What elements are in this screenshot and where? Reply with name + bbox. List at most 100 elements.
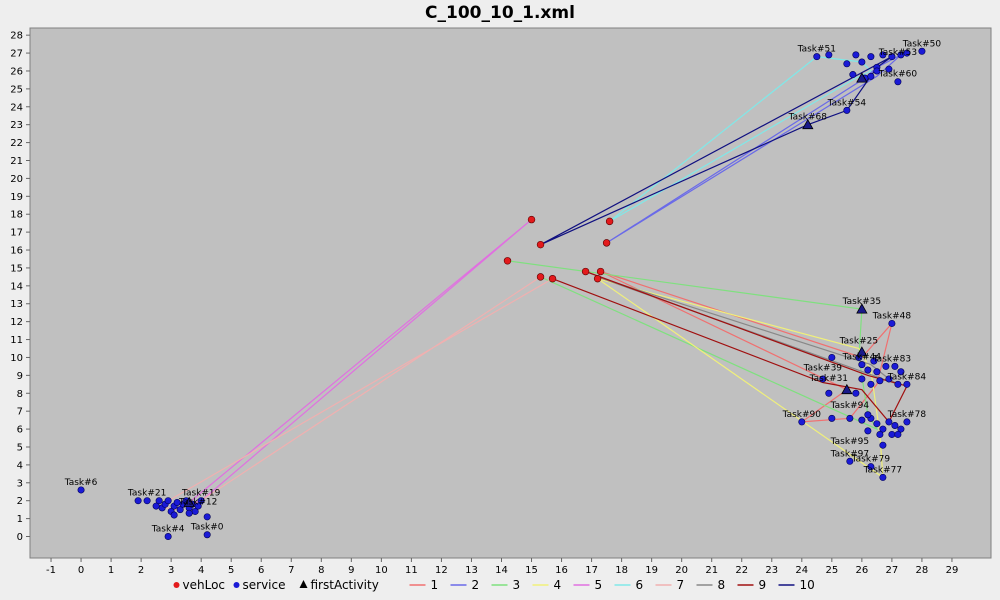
y-tick-label: 4 bbox=[17, 460, 23, 471]
legend-route-4-label: 4 bbox=[554, 578, 562, 592]
service-point bbox=[867, 463, 875, 471]
legend-service-marker bbox=[233, 582, 240, 588]
y-tick-label: 27 bbox=[10, 49, 23, 60]
service-point bbox=[879, 473, 887, 481]
y-tick-label: 28 bbox=[10, 31, 23, 42]
service-point bbox=[903, 418, 911, 426]
x-tick-label: 17 bbox=[585, 565, 598, 576]
x-tick-label: 21 bbox=[705, 565, 718, 576]
x-tick-label: 13 bbox=[465, 565, 478, 576]
chart-title: C_100_10_1.xml bbox=[425, 3, 575, 23]
vehicle-location-point bbox=[527, 215, 536, 224]
service-point bbox=[894, 380, 902, 388]
task-label: Task#60 bbox=[878, 70, 918, 80]
y-tick-label: 21 bbox=[10, 156, 23, 167]
route-2-line bbox=[606, 54, 902, 244]
task-label: Task#84 bbox=[887, 372, 927, 382]
service-point bbox=[888, 430, 896, 438]
service-point bbox=[846, 414, 854, 422]
service-point bbox=[825, 389, 833, 397]
task-label: Task#44 bbox=[842, 353, 882, 363]
x-tick-label: 25 bbox=[825, 565, 838, 576]
service-point bbox=[858, 58, 866, 66]
vehicle-location-point bbox=[605, 217, 614, 226]
route-10-line bbox=[540, 56, 893, 246]
legend-route-1-label: 1 bbox=[431, 578, 439, 592]
y-tick-label: 10 bbox=[10, 353, 23, 364]
legend-route-6-label: 6 bbox=[636, 578, 644, 592]
service-point bbox=[143, 497, 151, 505]
y-tick-label: 6 bbox=[17, 425, 23, 436]
y-tick-label: 2 bbox=[17, 496, 23, 507]
service-point bbox=[843, 106, 851, 114]
axis-ticks: -1 0 1 2 3 4 5 6 7 8 9 10 11 12 13 14 15 16 17 18 19 20 21 22 23… bbox=[10, 31, 958, 576]
legend-route-10-label: 10 bbox=[800, 578, 815, 592]
y-tick-label: 0 bbox=[17, 532, 23, 543]
service-point bbox=[849, 71, 857, 79]
task-label: Task#83 bbox=[872, 354, 911, 364]
service-point bbox=[867, 380, 875, 388]
x-tick-label: 14 bbox=[495, 565, 508, 576]
x-tick-label: 6 bbox=[258, 565, 264, 576]
y-tick-label: 16 bbox=[10, 246, 23, 257]
y-tick-label: 20 bbox=[10, 174, 23, 185]
x-tick-label: -1 bbox=[46, 565, 56, 576]
x-tick-label: 24 bbox=[795, 565, 808, 576]
service-point bbox=[870, 357, 878, 365]
task-label: Task#77 bbox=[863, 465, 902, 475]
service-point bbox=[828, 353, 836, 361]
x-tick-label: 11 bbox=[405, 565, 418, 576]
task-label: Task#48 bbox=[872, 311, 912, 321]
task-label: Task#35 bbox=[842, 297, 881, 307]
y-tick-label: 8 bbox=[17, 389, 23, 400]
service-point bbox=[885, 418, 893, 426]
service-point bbox=[203, 531, 211, 539]
y-tick-label: 3 bbox=[17, 478, 23, 489]
x-tick-label: 12 bbox=[435, 565, 448, 576]
service-point bbox=[164, 533, 172, 541]
task-label: Task#19 bbox=[181, 489, 221, 499]
legend-route-3-label: 3 bbox=[513, 578, 521, 592]
legend-service-label: service bbox=[243, 578, 286, 592]
service-point bbox=[134, 497, 142, 505]
y-tick-label: 9 bbox=[17, 371, 23, 382]
y-tick-label: 15 bbox=[10, 263, 23, 274]
y-tick-label: 19 bbox=[10, 192, 23, 203]
y-tick-label: 18 bbox=[10, 210, 23, 221]
y-tick-label: 7 bbox=[17, 407, 23, 418]
service-point bbox=[894, 78, 902, 86]
service-point bbox=[903, 49, 911, 57]
x-tick-label: 5 bbox=[228, 565, 234, 576]
vehicle-location-point bbox=[536, 273, 545, 281]
service-point bbox=[873, 420, 881, 428]
service-point bbox=[879, 425, 887, 433]
x-tick-label: 16 bbox=[555, 565, 568, 576]
legend-route-7-label: 7 bbox=[677, 578, 685, 592]
x-tick-label: 23 bbox=[765, 565, 778, 576]
service-point bbox=[876, 377, 884, 385]
y-tick-label: 25 bbox=[10, 84, 23, 95]
x-tick-label: 19 bbox=[645, 565, 658, 576]
task-label: Task#31 bbox=[809, 374, 848, 384]
vehicle-location-point bbox=[536, 240, 545, 249]
legend-route-8-label: 8 bbox=[718, 578, 726, 592]
y-tick-label: 17 bbox=[10, 228, 23, 239]
x-tick-label: 1 bbox=[108, 565, 114, 576]
route-7-line bbox=[157, 276, 553, 511]
task-label: Task#21 bbox=[127, 489, 166, 499]
task-label: Task#51 bbox=[797, 45, 836, 55]
y-tick-label: 24 bbox=[10, 102, 23, 113]
service-point bbox=[888, 53, 896, 61]
legend-route-2-label: 2 bbox=[472, 578, 480, 592]
service-point bbox=[155, 497, 163, 505]
x-tick-label: 2 bbox=[138, 565, 144, 576]
service-point bbox=[864, 411, 872, 419]
service-point bbox=[176, 506, 184, 514]
task-label: Task#6 bbox=[64, 478, 98, 488]
service-point bbox=[879, 441, 887, 449]
service-point bbox=[867, 53, 875, 61]
vehicle-location-point bbox=[503, 257, 512, 265]
